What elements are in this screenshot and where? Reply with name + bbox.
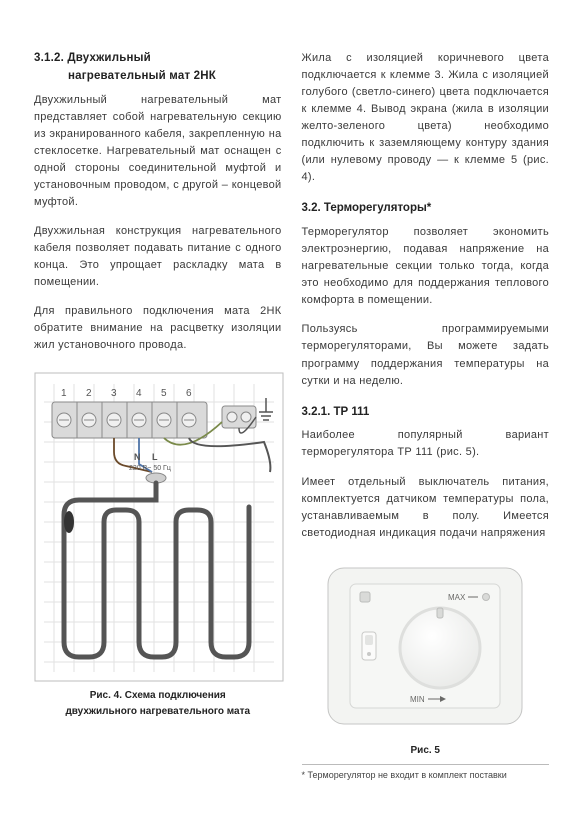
svg-text:2: 2: [86, 388, 92, 399]
terminal-labels: 1 2 3 4 5 6: [61, 388, 192, 399]
figure-4-caption: Рис. 4. Схема подключения двухжильного н…: [34, 688, 282, 719]
heading-312-l2: нагревательный мат 2НК: [34, 70, 216, 82]
p-left-1: Двухжильный нагревательный мат представл…: [34, 92, 282, 211]
left-column: 3.1.2. Двухжильный нагревательный мат 2Н…: [34, 50, 282, 783]
p-right-2: Терморегулятор позволяет экономить элект…: [302, 224, 550, 309]
footnote: * Терморегулятор не входит в комплект по…: [302, 764, 550, 783]
svg-text:5: 5: [161, 388, 167, 399]
figure-5-caption: Рис. 5: [302, 743, 550, 759]
heading-321: 3.2.1. ТР 111: [302, 404, 550, 422]
svg-text:L: L: [152, 452, 158, 462]
svg-text:6: 6: [186, 388, 192, 399]
p-right-4: Наиболее популярный вариант терморегулят…: [302, 427, 550, 461]
figure-5-svg: MAX MIN: [320, 560, 530, 735]
p-left-2: Двухжильная конструкция нагревательного …: [34, 223, 282, 291]
p-right-1: Жила с изоляцией коричневого цвета подкл…: [302, 50, 550, 186]
p-right-3: Пользуясь программируемыми терморегулято…: [302, 321, 550, 389]
heading-32: 3.2. Терморегуляторы*: [302, 200, 550, 218]
figure-4-svg: 1 2 3 4 5 6: [34, 372, 284, 682]
svg-text:220 В~ 50 Гц: 220 В~ 50 Гц: [129, 465, 171, 472]
svg-text:1: 1: [61, 388, 67, 399]
svg-text:N: N: [134, 452, 141, 462]
figure-5: MAX MIN Рис. 5 * Терморегулятор не входи…: [302, 560, 550, 783]
svg-text:3: 3: [111, 388, 117, 399]
p-left-3: Для правильного подключения мата 2НК обр…: [34, 303, 282, 354]
svg-text:MAX: MAX: [448, 593, 466, 602]
heading-312-l1: 3.1.2. Двухжильный: [34, 52, 151, 64]
right-column: Жила с изоляцией коричневого цвета подкл…: [302, 50, 550, 783]
p-right-5: Имеет отдельный выключатель питания, ком…: [302, 474, 550, 542]
svg-text:MIN: MIN: [410, 695, 425, 704]
heading-312: 3.1.2. Двухжильный нагревательный мат 2Н…: [34, 50, 282, 86]
figure-4: 1 2 3 4 5 6: [34, 372, 282, 719]
svg-text:4: 4: [136, 388, 142, 399]
